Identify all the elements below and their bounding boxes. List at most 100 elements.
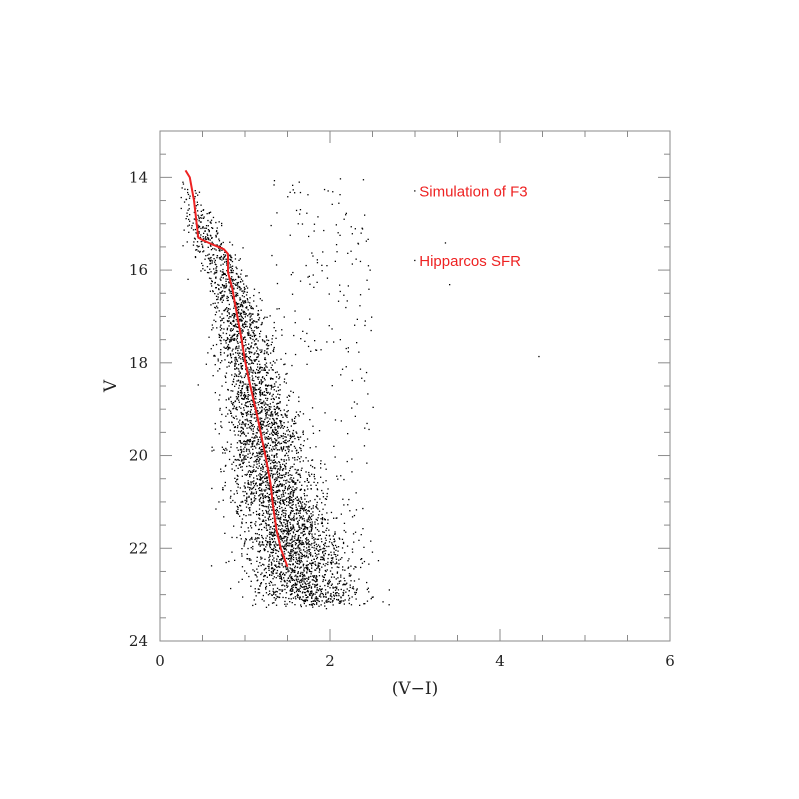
star-point xyxy=(272,571,274,573)
star-point xyxy=(296,508,298,510)
star-point xyxy=(218,249,220,252)
star-point xyxy=(223,328,225,330)
star-point xyxy=(250,498,252,500)
star-point xyxy=(307,567,309,570)
star-point xyxy=(275,454,277,456)
star-point xyxy=(260,402,262,404)
star-point xyxy=(313,223,316,225)
star-point xyxy=(291,499,293,501)
star-point xyxy=(279,536,281,538)
star-point xyxy=(247,480,249,482)
star-point xyxy=(213,273,215,275)
star-point xyxy=(328,293,330,295)
star-point xyxy=(235,319,237,321)
star-point xyxy=(287,571,289,573)
star-point xyxy=(252,482,255,485)
star-point xyxy=(242,413,245,415)
star-point xyxy=(300,502,302,504)
star-point xyxy=(304,556,306,558)
star-point xyxy=(301,467,303,469)
star-point xyxy=(292,457,294,459)
star-point xyxy=(233,378,235,380)
star-point xyxy=(240,433,243,435)
star-point xyxy=(220,297,222,299)
star-point xyxy=(287,551,289,553)
star-point xyxy=(310,604,312,606)
star-point xyxy=(288,457,290,459)
star-point xyxy=(283,499,285,501)
star-point xyxy=(321,600,323,602)
star-point xyxy=(283,531,285,533)
star-point xyxy=(330,554,333,556)
star-point xyxy=(287,532,289,535)
star-point xyxy=(245,313,247,315)
star-point xyxy=(294,575,296,577)
star-point xyxy=(233,313,235,315)
star-point xyxy=(240,304,242,306)
star-point xyxy=(236,427,239,429)
star-point xyxy=(306,537,308,539)
star-point xyxy=(213,355,215,357)
star-point xyxy=(288,501,290,504)
star-point xyxy=(218,368,221,370)
star-point xyxy=(205,363,207,365)
star-point xyxy=(247,456,249,458)
star-point xyxy=(290,576,293,578)
star-point xyxy=(248,333,250,335)
star-point xyxy=(228,288,230,290)
star-point xyxy=(270,384,273,386)
star-point xyxy=(241,449,243,451)
star-point xyxy=(288,451,290,453)
star-point xyxy=(299,512,301,514)
star-point xyxy=(285,566,287,568)
star-point xyxy=(293,569,295,572)
star-point xyxy=(281,524,283,526)
star-point xyxy=(251,416,253,418)
star-point xyxy=(230,390,232,392)
star-point xyxy=(316,529,319,531)
star-point xyxy=(338,582,340,584)
star-point xyxy=(232,402,235,404)
star-point xyxy=(280,424,282,426)
star-point xyxy=(246,385,248,387)
star-point xyxy=(237,379,240,381)
star-point xyxy=(213,354,216,357)
star-point xyxy=(356,588,358,590)
star-point xyxy=(305,538,307,540)
star-point xyxy=(236,479,238,481)
star-point xyxy=(249,457,252,459)
star-point xyxy=(332,599,334,602)
star-point xyxy=(252,448,254,450)
star-point xyxy=(321,556,323,558)
star-point xyxy=(275,577,277,579)
star-point xyxy=(284,413,286,415)
star-point xyxy=(279,501,281,503)
star-point xyxy=(271,548,274,551)
star-point xyxy=(247,315,249,317)
star-point xyxy=(238,440,240,442)
star-point xyxy=(299,598,301,600)
star-point xyxy=(213,449,215,451)
star-point xyxy=(222,332,224,334)
star-point xyxy=(248,495,250,497)
star-point xyxy=(279,401,281,403)
star-point xyxy=(314,584,316,586)
star-point xyxy=(261,382,263,384)
star-point xyxy=(260,383,262,385)
star-point xyxy=(334,540,336,542)
star-point xyxy=(187,225,189,227)
star-point xyxy=(198,218,200,220)
star-point xyxy=(369,269,371,271)
star-point xyxy=(243,409,245,411)
star-point xyxy=(272,498,275,501)
star-point xyxy=(233,430,235,432)
star-point xyxy=(279,593,281,595)
star-point xyxy=(203,216,205,218)
star-point xyxy=(230,337,232,339)
star-point xyxy=(234,469,236,472)
star-point xyxy=(239,281,242,283)
star-point xyxy=(219,292,221,294)
star-point xyxy=(333,548,335,550)
star-point xyxy=(296,509,298,512)
